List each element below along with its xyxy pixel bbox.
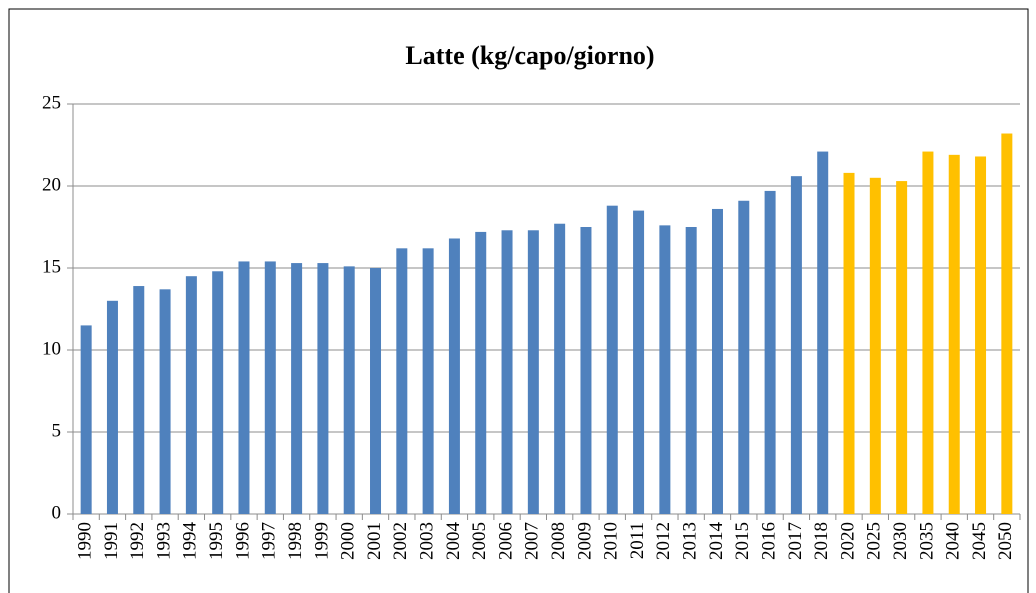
bar xyxy=(606,205,618,514)
bar xyxy=(711,208,723,514)
y-tick-label: 5 xyxy=(52,420,62,441)
bar xyxy=(975,156,987,515)
x-tick-label: 2016 xyxy=(758,522,779,560)
bar xyxy=(633,210,645,514)
x-tick-label: 2002 xyxy=(390,522,411,560)
bar xyxy=(264,261,276,514)
bar xyxy=(922,151,934,514)
x-tick-label: 2009 xyxy=(574,522,595,560)
bar xyxy=(659,225,671,515)
x-tick-label: 2014 xyxy=(706,522,727,561)
x-tick-label: 1997 xyxy=(259,522,280,560)
bar xyxy=(790,176,802,514)
bar xyxy=(475,231,487,515)
x-tick-label: 2005 xyxy=(469,522,490,560)
x-tick-label: 2050 xyxy=(995,522,1016,560)
bar xyxy=(238,261,250,514)
bar xyxy=(869,177,881,515)
y-tick-label: 10 xyxy=(42,338,61,359)
x-tick-label: 1990 xyxy=(75,522,96,560)
y-tick-label: 15 xyxy=(42,256,61,277)
x-tick-label: 2045 xyxy=(969,522,990,560)
bar xyxy=(817,151,829,514)
x-tick-label: 2040 xyxy=(943,522,964,560)
bar xyxy=(1001,133,1013,514)
bar xyxy=(527,230,539,514)
y-tick-label: 20 xyxy=(42,174,61,195)
bar xyxy=(343,266,355,514)
bar xyxy=(133,286,145,514)
x-tick-label: 2012 xyxy=(653,522,674,560)
x-tick-label: 2018 xyxy=(811,522,832,560)
x-tick-label: 2030 xyxy=(890,522,911,560)
bar xyxy=(370,268,382,514)
bar xyxy=(80,325,92,514)
x-tick-label: 2010 xyxy=(601,522,622,560)
bar xyxy=(185,276,197,514)
x-tick-label: 1991 xyxy=(101,522,122,560)
bar xyxy=(212,271,224,514)
x-tick-label: 2003 xyxy=(416,522,437,560)
chart-border xyxy=(8,8,1029,593)
x-tick-label: 2035 xyxy=(916,522,937,560)
bar xyxy=(948,154,960,514)
bar xyxy=(501,230,513,514)
x-tick-label: 1993 xyxy=(153,522,174,560)
bar xyxy=(106,300,118,514)
x-tick-label: 2020 xyxy=(837,522,858,560)
x-tick-label: 1994 xyxy=(180,522,201,561)
x-tick-label: 1996 xyxy=(232,522,253,560)
bar xyxy=(422,248,434,514)
bar xyxy=(448,238,460,515)
bar xyxy=(896,181,908,514)
x-tick-label: 2006 xyxy=(495,522,516,560)
x-tick-label: 2004 xyxy=(443,522,464,561)
x-tick-label: 1998 xyxy=(285,522,306,560)
bar xyxy=(685,227,697,514)
bar xyxy=(291,263,303,514)
bar xyxy=(554,223,566,514)
y-tick-label: 25 xyxy=(42,92,61,113)
x-tick-label: 1995 xyxy=(206,522,227,560)
x-tick-label: 2025 xyxy=(864,522,885,560)
bar xyxy=(843,172,855,514)
x-tick-label: 2008 xyxy=(548,522,569,560)
bar xyxy=(317,263,329,514)
x-tick-label: 1999 xyxy=(311,522,332,560)
bar xyxy=(396,248,408,514)
x-tick-label: 2000 xyxy=(338,522,359,560)
x-tick-label: 2015 xyxy=(732,522,753,560)
bar xyxy=(738,200,750,514)
x-tick-label: 2007 xyxy=(522,522,543,560)
bar xyxy=(580,227,592,514)
x-tick-label: 2013 xyxy=(680,522,701,560)
x-tick-label: 2001 xyxy=(364,522,385,560)
chart-title: Latte (kg/capo/giorno) xyxy=(405,41,654,70)
x-tick-label: 1992 xyxy=(127,522,148,560)
x-tick-label: 2011 xyxy=(627,522,648,559)
x-tick-label: 2017 xyxy=(785,522,806,560)
bar xyxy=(764,190,776,515)
bar xyxy=(159,289,171,514)
y-tick-label: 0 xyxy=(52,502,62,523)
